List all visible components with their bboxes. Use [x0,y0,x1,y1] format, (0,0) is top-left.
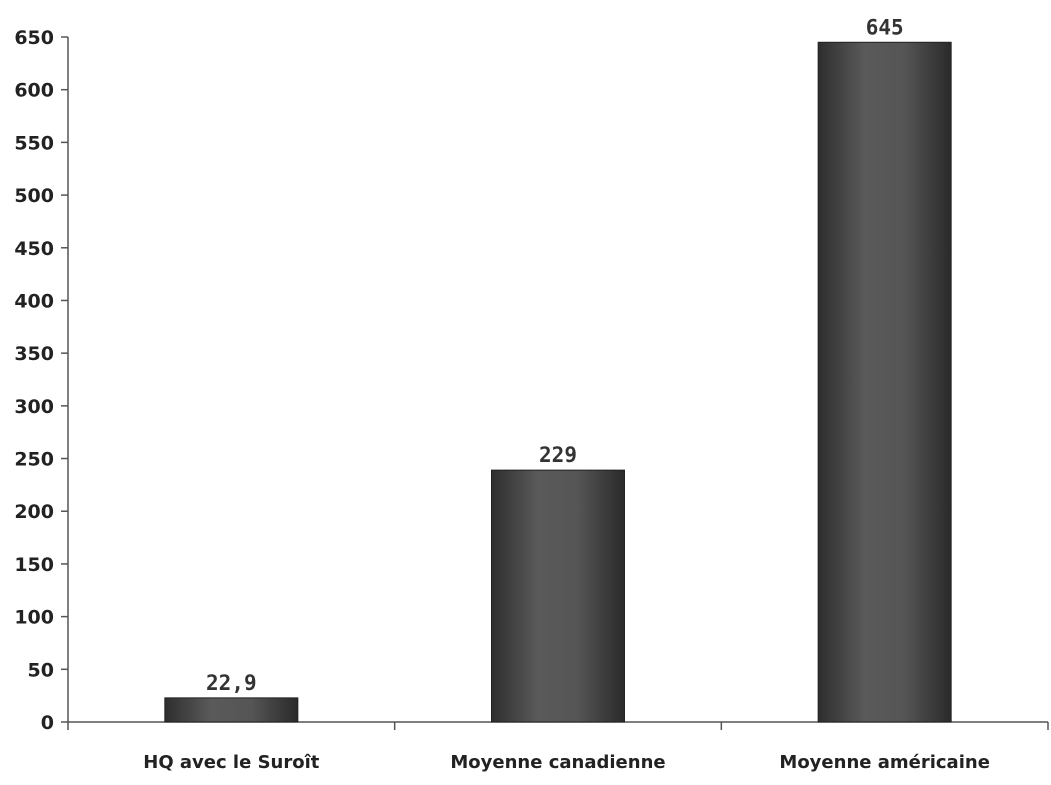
y-axis: 0 50 100 150 200 250 300 350 400 450 500 550 600 650 [14,27,69,734]
data-labels: 22,9 229 645 [206,15,904,695]
data-label: 645 [866,15,904,39]
bar [817,41,952,723]
y-tick-label: 300 [14,396,54,418]
bar [491,469,625,723]
y-tick-label: 250 [14,449,54,471]
x-tick-label: Moyenne canadienne [450,752,665,773]
y-tick-label: 400 [14,290,54,312]
y-tick-label: 350 [14,343,54,365]
y-tick-label: 100 [14,607,54,629]
y-tick-label: 650 [14,27,54,49]
y-tick-label: 450 [14,238,54,260]
y-tick-label: 150 [14,554,54,576]
y-tick-label: 600 [14,80,54,102]
x-tick-label: HQ avec le Suroît [143,752,319,773]
bar [164,697,299,723]
y-tick-label: 0 [41,712,54,734]
y-tick-label: 50 [28,659,54,681]
x-tick-label: Moyenne américaine [779,752,990,773]
y-tick-label: 550 [14,132,54,154]
y-tick-label: 500 [14,185,54,207]
x-axis: HQ avec le Suroît Moyenne canadienne Moyen… [67,721,1049,773]
data-label: 22,9 [206,671,257,695]
y-tick-label: 200 [14,501,54,523]
bars [164,41,952,723]
data-label: 229 [539,443,577,467]
